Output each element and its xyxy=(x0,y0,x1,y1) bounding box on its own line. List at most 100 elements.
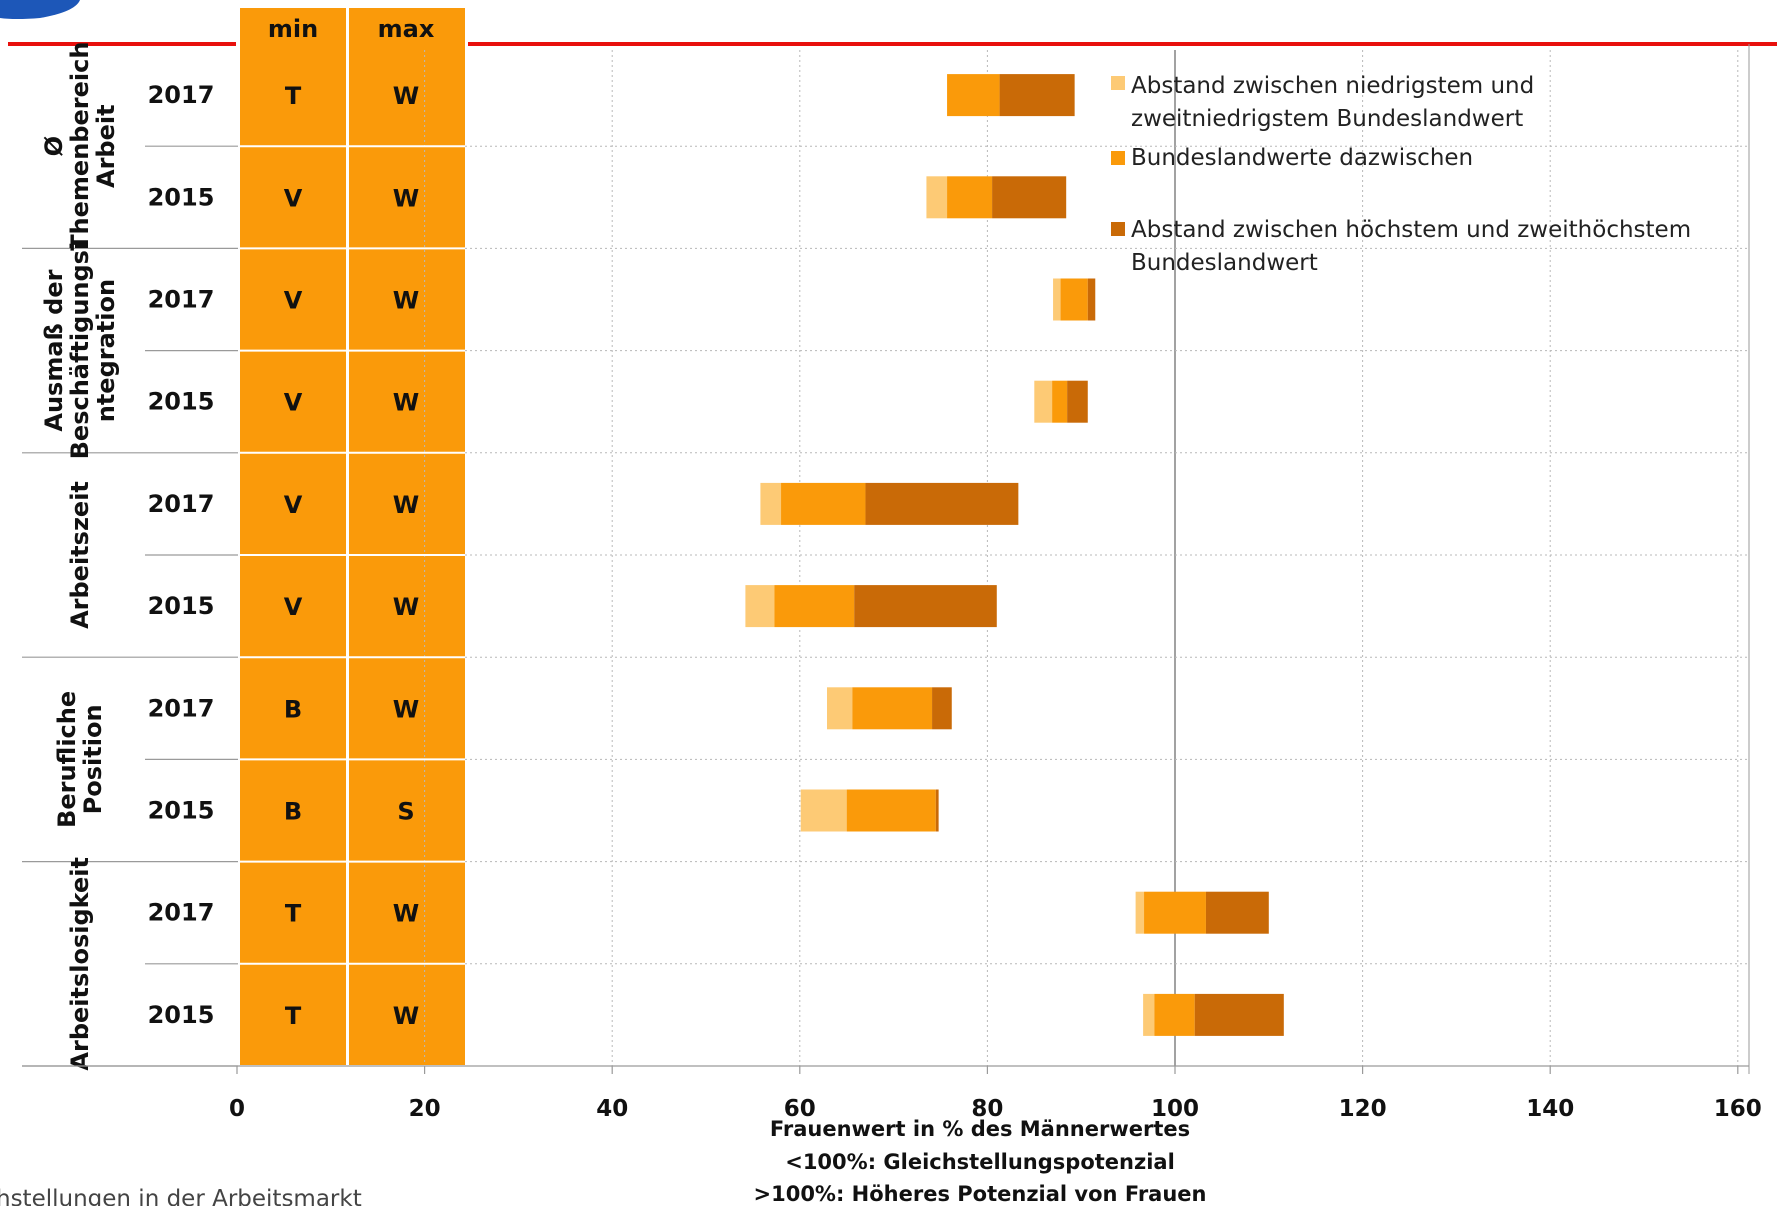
bar-segment-middle xyxy=(1060,278,1088,321)
x-tick-label: 0 xyxy=(229,1096,245,1122)
bar-segment-highest-gap xyxy=(932,687,952,730)
x-tick-label: 20 xyxy=(409,1096,441,1122)
x-axis-title-line-1: Frauenwert in % des Männerwertes xyxy=(770,1117,1190,1141)
x-tick-label: 140 xyxy=(1526,1096,1574,1122)
min-state-code: V xyxy=(284,593,303,621)
max-state-code: W xyxy=(393,491,419,519)
footer-partial-text: hstellungen in der Arbeitsmarkt xyxy=(0,1186,362,1206)
year-label: 2015 xyxy=(148,388,215,416)
legend-label-highest-gap-1: Abstand zwischen höchstem und zweithöchs… xyxy=(1131,217,1691,243)
min-state-code: T xyxy=(285,1002,302,1030)
bar-segment-highest-gap xyxy=(935,789,939,832)
bar-segment-lowest-gap xyxy=(1053,278,1061,321)
min-state-code: T xyxy=(285,900,302,928)
row-labels: 2017 2015 2017 2015 2017 2015 2017 2015 2017 2015… xyxy=(40,42,214,1071)
min-state-code: V xyxy=(284,491,303,519)
x-tick-label: 100 xyxy=(1151,1096,1199,1122)
group-label: Beschäftigungsi xyxy=(66,242,94,460)
max-state-code: W xyxy=(393,287,419,315)
year-label: 2015 xyxy=(148,1001,215,1029)
table-header-min: min xyxy=(268,15,318,43)
x-tick-label: 80 xyxy=(971,1096,1003,1122)
group-label: Arbeit xyxy=(92,104,120,188)
bar-segment-middle xyxy=(1144,891,1206,934)
year-label: 2015 xyxy=(148,183,215,211)
bar-segment-lowest-gap xyxy=(827,687,853,730)
bar-segment-highest-gap xyxy=(854,585,997,628)
x-tick-label: 40 xyxy=(596,1096,628,1122)
bar-segment-middle xyxy=(1052,380,1068,423)
max-state-code: W xyxy=(393,900,419,928)
group-label: Arbeitslosigkeit xyxy=(66,857,94,1071)
bar-segment-lowest-gap xyxy=(1034,380,1053,423)
bar-segment-middle xyxy=(781,482,866,525)
bar-segment-lowest-gap xyxy=(926,176,948,219)
bar-segment-lowest-gap xyxy=(1135,891,1145,934)
bar-segment-middle xyxy=(1154,993,1195,1036)
bar-segment-lowest-gap xyxy=(800,789,847,832)
group-label: Themenbereich xyxy=(66,42,94,251)
max-state-code: W xyxy=(393,82,419,110)
max-state-code: W xyxy=(393,184,419,212)
bar-segment-highest-gap xyxy=(992,176,1067,219)
bar-segment-highest-gap xyxy=(999,74,1075,117)
bar-segment-lowest-gap xyxy=(745,585,775,628)
bar-segment-highest-gap xyxy=(1087,278,1096,321)
max-state-code: W xyxy=(393,695,419,723)
bar-segment-highest-gap xyxy=(1067,380,1088,423)
bar-segment-highest-gap xyxy=(865,482,1019,525)
table-header-max: max xyxy=(378,15,435,43)
group-label: Berufliche xyxy=(53,691,81,828)
legend-label-lowest-gap-1: Abstand zwischen niedrigstem und xyxy=(1131,73,1534,99)
max-state-code: W xyxy=(393,593,419,621)
bar-segment-highest-gap xyxy=(1205,891,1269,934)
bar-segment-lowest-gap xyxy=(760,482,782,525)
legend-swatch-lowest-gap xyxy=(1111,76,1125,90)
bars xyxy=(745,74,1284,1036)
bar-segment-highest-gap xyxy=(1194,993,1284,1036)
min-state-code: V xyxy=(284,184,303,212)
table-min-column xyxy=(240,8,346,1066)
legend-label-middle: Bundeslandwerte dazwischen xyxy=(1131,145,1473,171)
legend-swatch-highest-gap xyxy=(1111,222,1125,236)
bar-segment-middle xyxy=(846,789,936,832)
x-tick-label: 160 xyxy=(1714,1096,1762,1122)
year-label: 2017 xyxy=(148,81,215,109)
min-state-code: T xyxy=(285,82,302,110)
year-label: 2015 xyxy=(148,797,215,825)
table-max-column xyxy=(349,8,465,1066)
year-label: 2017 xyxy=(148,490,215,518)
group-label: Ø xyxy=(40,136,68,156)
group-label: Ausmaß der xyxy=(40,269,68,431)
max-state-code: S xyxy=(397,798,414,826)
legend: Abstand zwischen niedrigstem und zweitni… xyxy=(1111,73,1691,276)
bar-segment-middle xyxy=(774,585,855,628)
min-state-code: V xyxy=(284,389,303,417)
year-label: 2017 xyxy=(148,286,215,314)
x-tick-label: 60 xyxy=(784,1096,816,1122)
max-state-code: W xyxy=(393,1002,419,1030)
x-axis-title-line-3: >100%: Höheres Potenzial von Frauen xyxy=(754,1182,1207,1206)
year-label: 2015 xyxy=(148,592,215,620)
bar-segment-middle xyxy=(947,74,1000,117)
logo-fragment xyxy=(0,0,80,19)
group-label: Arbeitszeit xyxy=(66,481,94,629)
group-label: Position xyxy=(79,704,107,814)
legend-label-highest-gap-2: Bundeslandwert xyxy=(1131,250,1318,276)
min-state-code: B xyxy=(284,798,302,826)
bar-segment-middle xyxy=(852,687,933,730)
x-axis-title-line-2: <100%: Gleichstellungspotenzial xyxy=(785,1150,1175,1174)
min-state-code: B xyxy=(284,695,302,723)
max-state-code: W xyxy=(393,389,419,417)
bar-segment-middle xyxy=(947,176,993,219)
bar-segment-lowest-gap xyxy=(1143,993,1155,1036)
year-label: 2017 xyxy=(148,899,215,927)
min-state-code: V xyxy=(284,287,303,315)
x-axis: 020406080100120140160180 xyxy=(22,44,1762,1122)
legend-swatch-middle xyxy=(1111,151,1125,165)
group-label: ntegration xyxy=(92,279,120,422)
x-tick-label: 120 xyxy=(1339,1096,1387,1122)
legend-label-lowest-gap-2: zweitniedrigstem Bundeslandwert xyxy=(1131,106,1523,132)
year-label: 2017 xyxy=(148,694,215,722)
